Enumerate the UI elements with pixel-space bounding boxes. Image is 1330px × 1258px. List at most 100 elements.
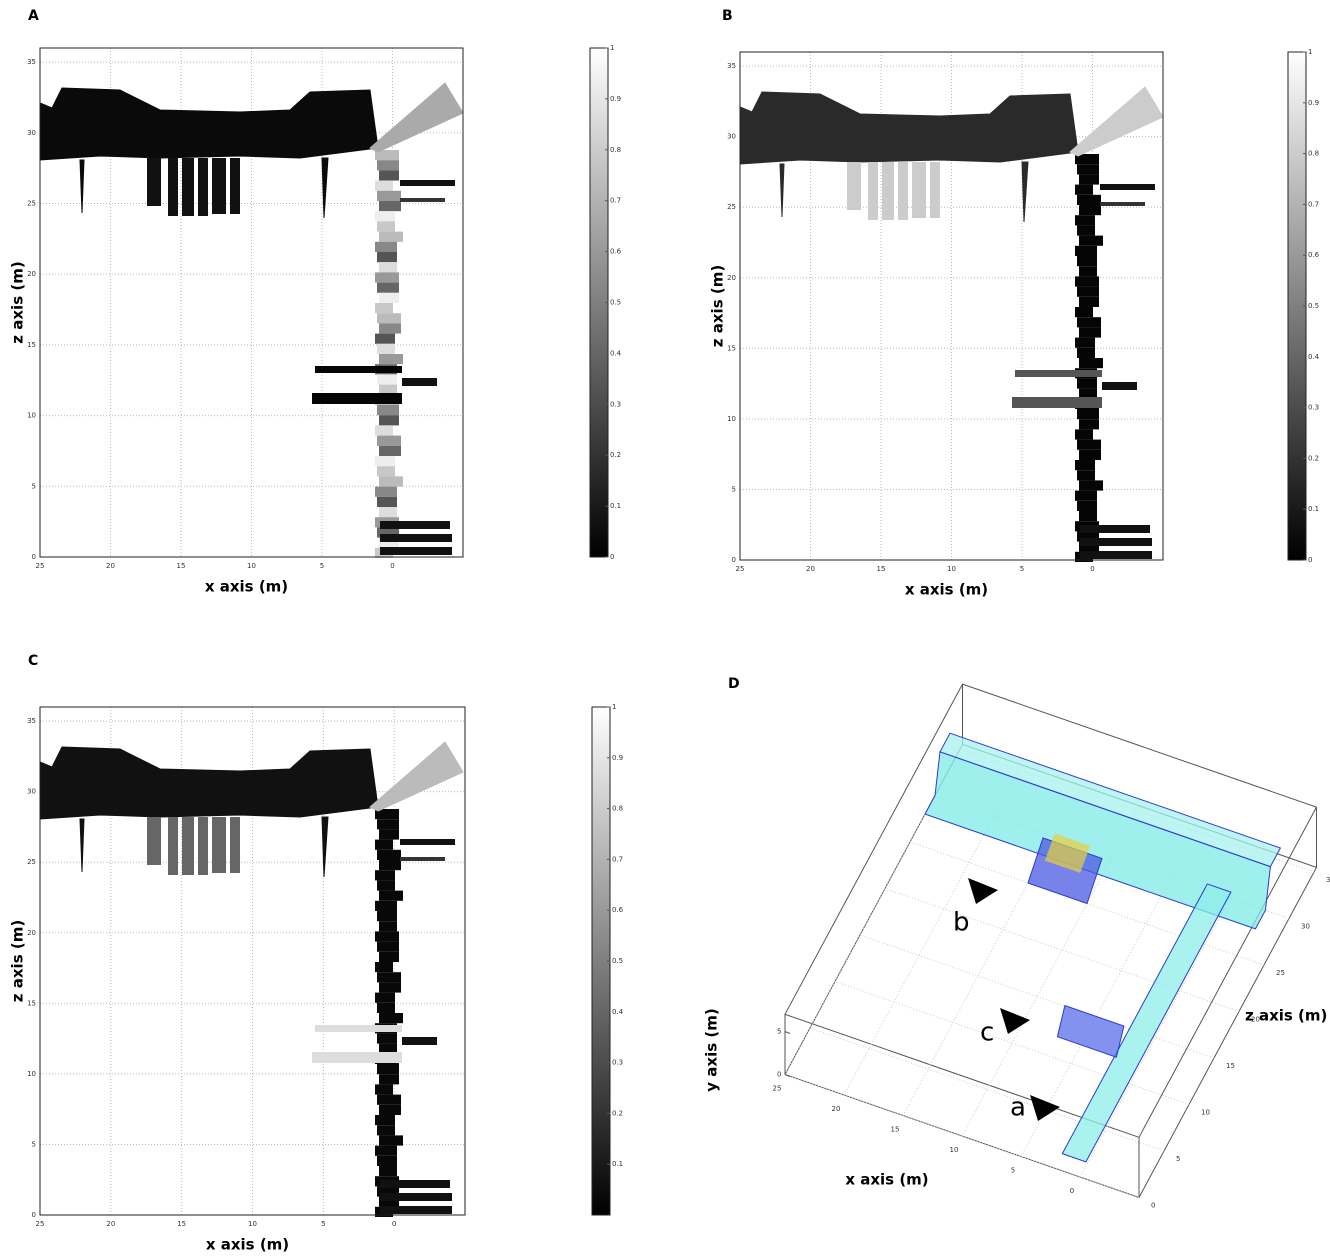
map-region <box>1079 480 1103 490</box>
y-tick-label: 5 <box>32 482 36 490</box>
colorbar-tick-label: 0.2 <box>1308 454 1319 462</box>
y-tick-label: 5 <box>32 1140 36 1148</box>
map-region <box>1102 382 1137 390</box>
map-region <box>377 942 399 952</box>
y-tick-label: 35 <box>727 62 736 70</box>
map-region <box>380 534 452 542</box>
y-axis-label: y axis (m) <box>703 1008 721 1091</box>
z-axis-label: z axis (m) <box>1245 1007 1327 1025</box>
map-region <box>1075 491 1097 501</box>
map-region <box>315 366 402 373</box>
x-tick-label: 15 <box>891 1126 900 1134</box>
map-region <box>230 817 240 873</box>
map-region <box>1100 202 1145 206</box>
y-tick-label: 30 <box>727 133 736 141</box>
colorbar-tick-label: 0.4 <box>612 1008 624 1016</box>
x-tick-label: 20 <box>806 565 815 573</box>
y-axis-label: z axis (m) <box>9 920 27 1002</box>
x-tick-label: 15 <box>177 1220 186 1228</box>
map-region <box>375 1084 393 1094</box>
map-region <box>379 446 401 456</box>
map-region <box>882 162 894 220</box>
map-region <box>182 817 194 875</box>
map-region <box>1077 409 1099 419</box>
y-tick-label: 25 <box>27 200 36 208</box>
map-region <box>375 334 395 344</box>
map-region <box>1075 215 1095 225</box>
map-region <box>1077 287 1099 297</box>
colorbar-tick-label: 0.3 <box>610 400 621 408</box>
y-axis-label: z axis (m) <box>709 265 727 347</box>
map-region <box>1075 307 1093 317</box>
map-region <box>377 1156 397 1166</box>
map-region <box>380 547 452 555</box>
x-tick-label: 15 <box>177 562 186 570</box>
map-region <box>379 891 403 901</box>
y-tick-label: 10 <box>27 412 36 420</box>
z-tick-label: 10 <box>1201 1109 1210 1117</box>
map-region <box>377 850 401 860</box>
map-region <box>1077 164 1099 174</box>
panel-label: C <box>28 653 38 669</box>
map-region <box>379 860 401 870</box>
map-region <box>375 1115 395 1125</box>
map-region <box>400 839 455 845</box>
map-region <box>377 1125 395 1135</box>
colorbar-tick-label: 0.6 <box>612 906 624 914</box>
map-region <box>379 1013 403 1023</box>
map-region <box>198 158 208 216</box>
map-region <box>379 921 397 931</box>
y-tick <box>785 1032 790 1034</box>
map-region <box>377 283 399 293</box>
map-region <box>1079 358 1103 368</box>
colorbar-tick-label: 0.2 <box>610 451 621 459</box>
arrowhead <box>1000 1008 1030 1034</box>
map-region <box>380 1180 450 1188</box>
map-region <box>379 262 397 272</box>
x-tick-label: 25 <box>36 1220 45 1228</box>
map-region <box>377 1003 395 1013</box>
x-tick-label: 20 <box>106 562 115 570</box>
map-region <box>402 378 437 386</box>
corridor <box>1057 1006 1124 1058</box>
map-region <box>377 405 399 415</box>
map-region <box>312 393 402 404</box>
colorbar-tick-label: 0.5 <box>612 957 623 965</box>
map-region <box>868 162 878 220</box>
map-region <box>375 870 395 880</box>
panel-label: D <box>728 676 740 692</box>
map-region <box>379 507 397 517</box>
y-tick-label: 10 <box>727 415 736 423</box>
map-region <box>1079 174 1099 184</box>
x-tick-label: 0 <box>392 1220 396 1228</box>
map-region <box>379 170 399 180</box>
colorbar-tick-label: 0.6 <box>1308 251 1320 259</box>
map-region <box>375 487 397 497</box>
colorbar-tick-label: 0.7 <box>612 855 623 863</box>
colorbar-tick-label: 0.5 <box>610 299 621 307</box>
panel-label: A <box>28 8 39 24</box>
map-region <box>377 344 395 354</box>
map-region <box>147 158 161 206</box>
map-region <box>379 201 401 211</box>
map-region <box>377 374 397 384</box>
map-region <box>1012 397 1102 408</box>
x-tick-label: 25 <box>736 565 745 573</box>
y-tick-label: 0 <box>777 1071 781 1079</box>
map-region <box>1079 450 1101 460</box>
map-region <box>212 817 226 873</box>
colorbar-tick-label: 0.7 <box>1308 200 1319 208</box>
x-tick-label: 5 <box>320 562 324 570</box>
map-region <box>377 191 401 201</box>
x-axis-label: x axis (m) <box>206 1236 289 1254</box>
y-tick-label: 15 <box>27 999 36 1007</box>
map-region <box>1079 205 1101 215</box>
colorbar-tick-label: 0.4 <box>1308 353 1320 361</box>
map-region <box>1075 338 1095 348</box>
map-region <box>1075 429 1093 439</box>
arrowhead <box>1030 1095 1060 1121</box>
y-tick-label: 0 <box>732 556 736 564</box>
map-region <box>847 162 861 210</box>
x-tick-label: 0 <box>1070 1187 1074 1195</box>
map-region <box>1075 185 1093 195</box>
